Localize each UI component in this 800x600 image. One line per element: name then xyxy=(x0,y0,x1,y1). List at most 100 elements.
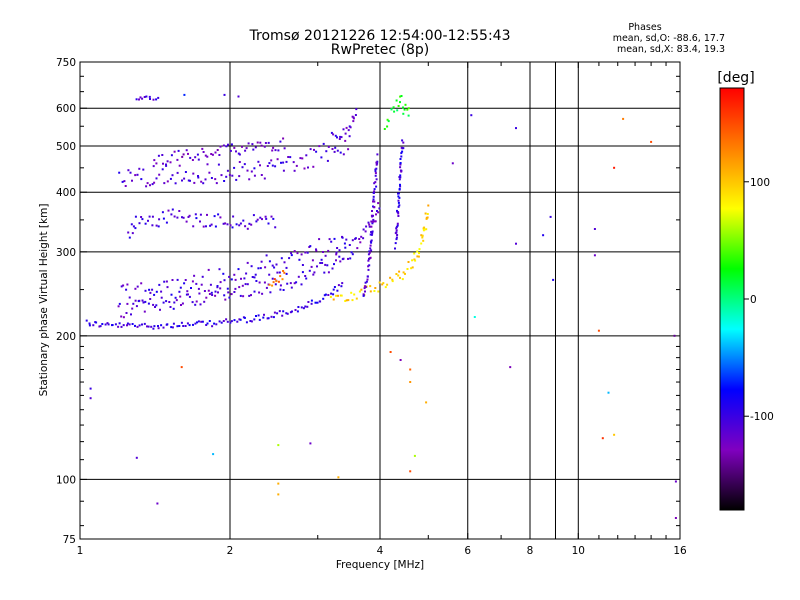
data-point xyxy=(222,272,225,275)
data-point xyxy=(279,275,282,278)
data-point xyxy=(131,307,134,310)
data-point xyxy=(332,288,335,291)
data-point xyxy=(179,295,182,298)
data-point xyxy=(88,322,91,325)
data-point xyxy=(230,278,233,281)
data-point xyxy=(239,318,242,321)
data-point xyxy=(111,324,114,326)
data-point xyxy=(339,135,342,138)
data-point xyxy=(367,253,370,256)
data-point xyxy=(267,141,270,144)
data-point xyxy=(399,101,401,104)
data-point xyxy=(269,291,272,294)
x-tick-label: 4 xyxy=(377,545,384,557)
x-axis-label: Frequency [MHz] xyxy=(336,559,424,571)
data-point xyxy=(395,273,398,275)
data-point xyxy=(157,225,160,228)
data-point xyxy=(399,163,402,166)
data-point xyxy=(157,96,160,99)
data-point xyxy=(391,280,394,283)
data-point xyxy=(351,253,354,256)
data-point xyxy=(147,302,150,305)
data-point xyxy=(322,142,325,145)
data-point xyxy=(151,224,154,227)
data-point xyxy=(106,322,109,325)
data-point xyxy=(368,223,371,226)
data-point xyxy=(270,315,273,318)
data-point xyxy=(138,324,141,327)
data-point xyxy=(214,178,217,181)
data-point xyxy=(127,169,130,172)
data-point xyxy=(368,264,371,267)
stats-line-x: mean, sd,X: 83.4, 19.3 xyxy=(617,44,725,55)
data-point xyxy=(323,271,326,274)
data-point xyxy=(193,274,196,277)
data-point xyxy=(158,173,161,176)
data-point xyxy=(329,295,332,298)
data-point xyxy=(384,286,387,289)
data-point xyxy=(366,275,369,278)
data-point xyxy=(265,217,268,220)
data-point xyxy=(161,211,164,214)
x-tick-label: 10 xyxy=(572,545,585,557)
data-point xyxy=(306,251,309,254)
data-point xyxy=(179,286,182,289)
data-point xyxy=(155,98,158,101)
data-point xyxy=(226,169,229,172)
data-point xyxy=(147,325,150,328)
data-point xyxy=(370,239,373,242)
data-point xyxy=(404,272,406,275)
data-point xyxy=(203,290,206,292)
data-point xyxy=(141,323,143,326)
data-point xyxy=(300,253,303,256)
data-point xyxy=(202,182,205,185)
data-point xyxy=(256,141,259,144)
data-point xyxy=(253,318,256,321)
data-point xyxy=(122,316,125,319)
data-point xyxy=(300,306,303,309)
data-point xyxy=(152,303,155,306)
data-point xyxy=(395,227,398,230)
data-point xyxy=(275,263,278,266)
data-point xyxy=(336,247,339,249)
data-point xyxy=(128,236,131,239)
data-point xyxy=(234,278,237,281)
data-point xyxy=(205,296,208,299)
data-point xyxy=(369,256,372,259)
data-point xyxy=(321,262,324,264)
x-tick-label: 8 xyxy=(527,545,534,557)
data-point xyxy=(278,310,281,313)
data-point xyxy=(141,97,144,100)
data-point xyxy=(232,215,235,218)
data-point xyxy=(230,293,233,296)
data-point xyxy=(335,294,338,297)
data-point xyxy=(225,318,228,321)
data-point xyxy=(261,292,264,295)
data-point xyxy=(194,156,197,159)
data-point xyxy=(275,280,278,283)
data-point xyxy=(171,279,174,281)
data-point xyxy=(397,215,400,217)
data-point xyxy=(268,283,271,286)
data-point xyxy=(383,128,386,130)
data-point xyxy=(235,178,238,181)
data-point xyxy=(295,164,298,167)
data-point xyxy=(120,325,123,328)
data-point xyxy=(258,281,261,284)
data-point xyxy=(398,270,401,273)
data-point xyxy=(231,174,234,177)
data-point xyxy=(184,171,187,173)
data-point xyxy=(336,136,338,139)
data-point xyxy=(251,276,254,278)
data-point xyxy=(255,220,258,223)
data-point xyxy=(152,165,155,168)
data-point xyxy=(377,202,380,205)
data-point xyxy=(399,95,402,98)
data-point xyxy=(136,173,139,176)
data-point xyxy=(308,269,311,272)
data-point xyxy=(156,502,159,505)
data-point xyxy=(260,260,263,263)
data-point xyxy=(396,224,399,227)
x-axis-ticks: 1 2 4 6 8 10 16 xyxy=(77,62,687,557)
data-point xyxy=(601,437,604,440)
